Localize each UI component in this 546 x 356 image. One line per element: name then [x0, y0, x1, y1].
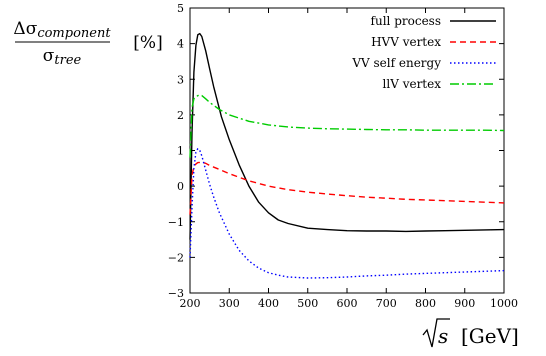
x-tick-label: 800 — [415, 297, 436, 310]
x-label-unit: [GeV] — [461, 324, 519, 348]
x-tick-label: 500 — [297, 297, 318, 310]
sqrt-symbol — [422, 318, 450, 348]
plot-frame — [189, 7, 505, 294]
legend: full process HVV vertex VV self energy llV … — [351, 14, 496, 91]
y-label-unit: [%] — [133, 33, 162, 53]
series-line-1 — [189, 161, 505, 215]
y-label-num-prefix: Δσ — [13, 19, 37, 39]
y-tick-label: 1 — [177, 145, 184, 158]
legend-label: llV vertex — [383, 77, 442, 91]
y-axis-label: Δσcomponent σtree [%] — [13, 19, 162, 68]
legend-label: HVV vertex — [371, 35, 441, 49]
y-tick-label: 5 — [177, 2, 184, 15]
y-tick-label: 0 — [177, 180, 184, 193]
y-tick-label: 2 — [177, 109, 184, 122]
y-label-numerator: Δσcomponent — [13, 19, 111, 41]
y-label-den-sub: tree — [54, 53, 81, 68]
x-axis-label: s [GeV] — [422, 318, 519, 348]
series-line-2 — [189, 147, 505, 279]
y-tick-label: 4 — [177, 38, 184, 51]
series-line-3 — [189, 94, 505, 158]
y-label-num-sub: component — [37, 26, 111, 41]
y-label-denominator: σtree — [43, 46, 82, 68]
y-tick-label: −2 — [168, 251, 184, 264]
x-tick-label: 700 — [376, 297, 397, 310]
legend-label: full process — [371, 14, 441, 28]
y-tick-label: −1 — [168, 216, 184, 229]
x-label-var: s — [438, 324, 448, 348]
y-tick-label: 3 — [177, 73, 184, 86]
y-label-den-main: σ — [43, 46, 55, 66]
x-tick-label: 200 — [180, 297, 201, 310]
y-tick-label: −3 — [168, 287, 184, 300]
x-tick-label: 1000 — [490, 297, 518, 310]
legend-label: VV self energy — [351, 56, 441, 70]
series-layer — [189, 32, 505, 279]
series-line-0 — [189, 32, 505, 240]
x-tick-label: 300 — [219, 297, 240, 310]
x-tick-label: 600 — [337, 297, 358, 310]
axis-ticks: 200 300 400 500 600 700 800 900 1000 −3 −2 −1 0 1 2 3 4 5 — [168, 2, 518, 310]
x-tick-label: 900 — [454, 297, 475, 310]
x-tick-label: 400 — [258, 297, 279, 310]
